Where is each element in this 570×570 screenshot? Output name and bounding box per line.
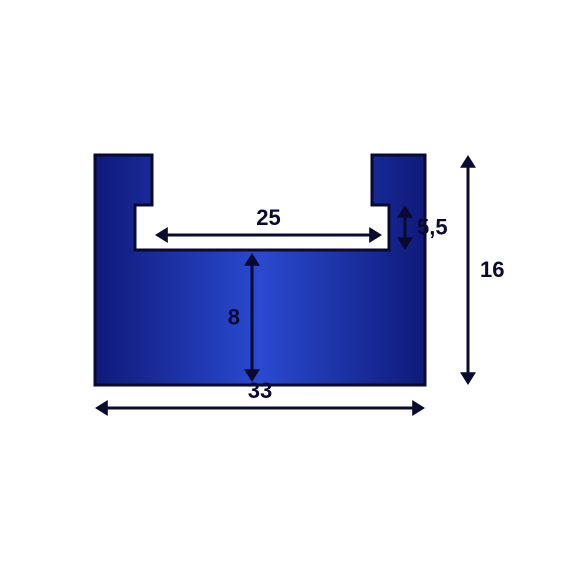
dim-label: 33: [248, 378, 272, 403]
diagram-canvas: 33 25 8 5,5 16: [0, 0, 570, 570]
dim-label: 16: [480, 257, 504, 282]
dim-label: 25: [256, 205, 280, 230]
dim-label: 5,5: [417, 215, 448, 240]
profile-shape: [95, 155, 425, 385]
dim-label: 8: [228, 305, 240, 330]
